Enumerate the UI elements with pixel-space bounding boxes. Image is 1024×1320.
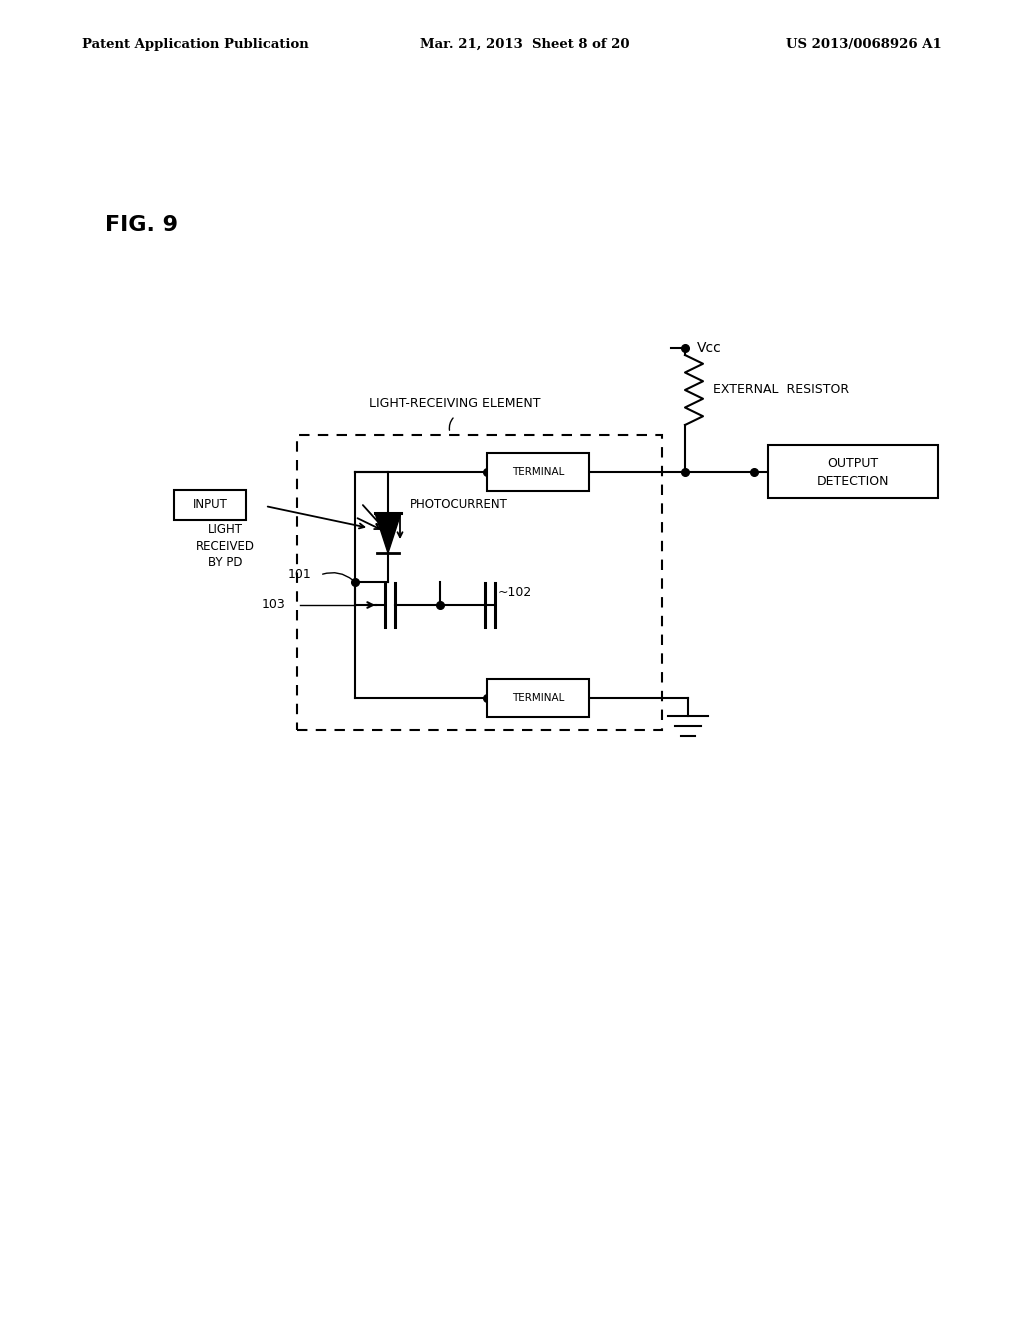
Text: FIG. 9: FIG. 9 xyxy=(105,215,178,235)
Text: Mar. 21, 2013  Sheet 8 of 20: Mar. 21, 2013 Sheet 8 of 20 xyxy=(420,38,630,51)
Text: TERMINAL: TERMINAL xyxy=(512,467,564,477)
Polygon shape xyxy=(375,513,401,553)
Bar xyxy=(487,453,589,491)
Text: DETECTION: DETECTION xyxy=(817,475,889,488)
Text: EXTERNAL  RESISTOR: EXTERNAL RESISTOR xyxy=(713,384,849,396)
Text: Vcc: Vcc xyxy=(697,341,722,355)
Text: LIGHT-RECEIVING ELEMENT: LIGHT-RECEIVING ELEMENT xyxy=(370,397,541,411)
Text: 101: 101 xyxy=(288,569,311,582)
Text: PHOTOCURRENT: PHOTOCURRENT xyxy=(410,498,508,511)
Text: 103: 103 xyxy=(262,598,286,611)
Bar xyxy=(174,490,246,520)
Text: TERMINAL: TERMINAL xyxy=(512,693,564,704)
Text: US 2013/0068926 A1: US 2013/0068926 A1 xyxy=(786,38,942,51)
Text: LIGHT
RECEIVED
BY PD: LIGHT RECEIVED BY PD xyxy=(196,523,255,569)
Text: OUTPUT: OUTPUT xyxy=(827,457,879,470)
Text: INPUT: INPUT xyxy=(193,499,227,511)
Text: Patent Application Publication: Patent Application Publication xyxy=(82,38,309,51)
Bar xyxy=(768,445,938,498)
Text: ~102: ~102 xyxy=(498,586,532,599)
Bar xyxy=(487,678,589,717)
